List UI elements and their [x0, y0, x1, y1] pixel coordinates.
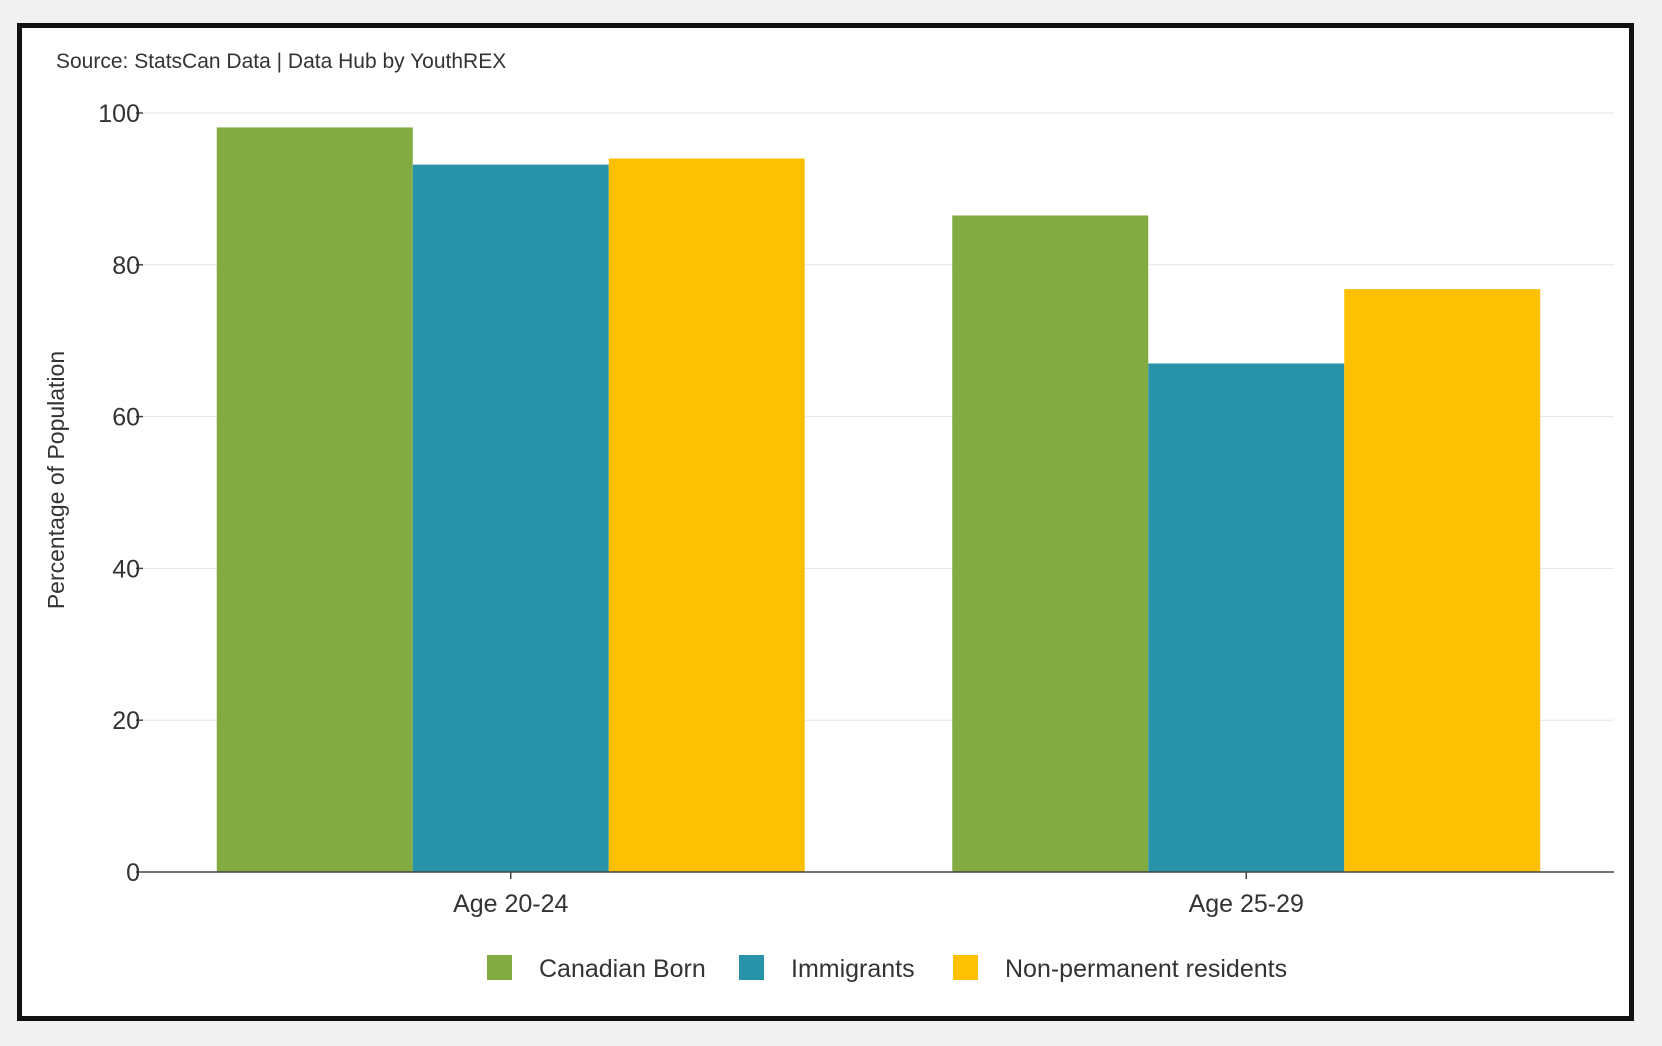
y-tick-label: 40: [112, 555, 140, 583]
legend-label: Canadian Born: [539, 955, 706, 983]
legend-label: Non-permanent residents: [1005, 955, 1287, 983]
legend-swatch: [953, 955, 978, 980]
y-axis-ticks: 0 20 40 60 80 100: [98, 100, 143, 887]
y-tick-label: 60: [112, 404, 140, 432]
bars: [216, 127, 1541, 873]
legend-label: Immigrants: [791, 955, 915, 983]
y-tick-label: 80: [112, 252, 140, 280]
legend-swatch: [739, 955, 764, 980]
bar-non-permanent-residents-1: [608, 158, 805, 873]
legend-swatch: [487, 955, 512, 980]
y-tick-label: 20: [112, 707, 140, 735]
source-caption: Source: StatsCan Data | Data Hub by Yout…: [56, 50, 507, 73]
legend: Canadian Born Immigrants Non-permanent res…: [487, 955, 1287, 983]
y-tick-label: 0: [126, 859, 140, 887]
y-tick-label: 100: [98, 100, 140, 128]
bar-non-permanent-residents-2: [1344, 289, 1541, 872]
x-tick-label: Age 25-29: [1189, 890, 1304, 918]
x-axis-ticks: Age 20-24 Age 25-29: [453, 872, 1304, 918]
bar-immigrants-2: [1148, 363, 1345, 872]
bar-canadian-born-2: [952, 215, 1149, 873]
bar-immigrants-1: [412, 164, 609, 872]
x-tick-label: Age 20-24: [453, 890, 568, 918]
y-axis-label: Percentage of Population: [43, 351, 69, 609]
bar-canadian-born-1: [216, 127, 413, 872]
